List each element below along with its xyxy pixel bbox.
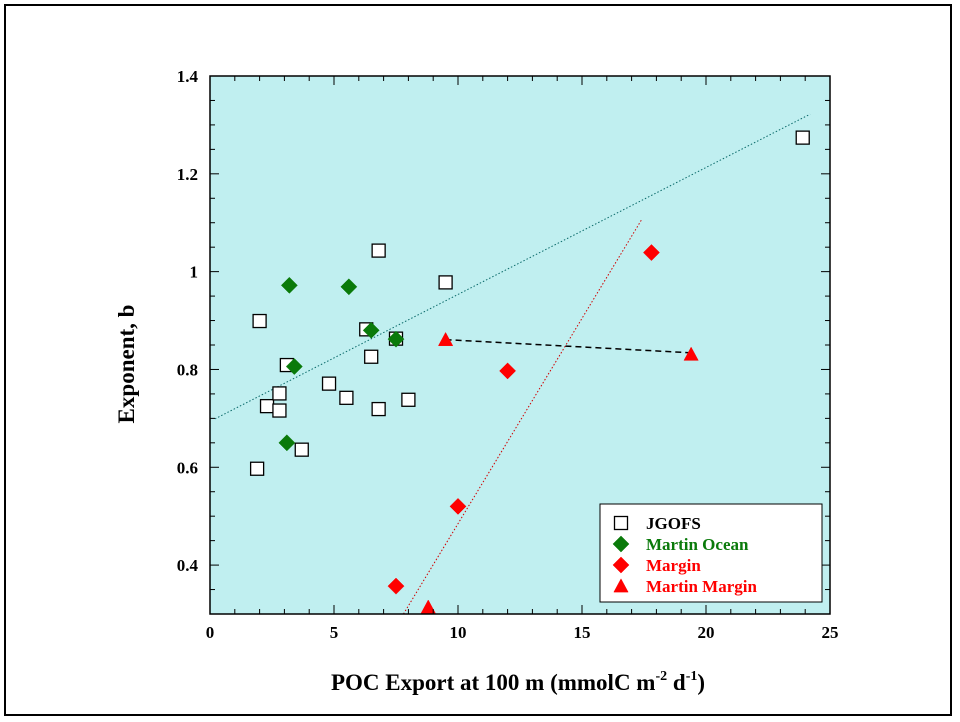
martin-ocean-point — [387, 330, 405, 348]
jgofs-point — [401, 392, 416, 407]
jgofs-point — [321, 376, 337, 391]
martin-margin-point — [683, 346, 699, 361]
jgofs-point — [364, 349, 379, 364]
jgofs-point — [371, 243, 386, 258]
x-tick-label: 0 — [206, 623, 215, 642]
martin-ocean-point — [362, 321, 380, 339]
legend-label-martin-ocean: Martin Ocean — [646, 535, 749, 554]
jgofs-point — [294, 442, 309, 457]
legend-marker-margin — [612, 556, 630, 574]
jgofs-point — [249, 461, 265, 476]
reference-lines — [214, 113, 811, 615]
legend-marker-jgofs — [613, 515, 629, 531]
legend-marker-martin-margin — [613, 578, 629, 593]
x-tick-label: 5 — [330, 623, 339, 642]
jgofs-point — [272, 386, 287, 401]
martin-ocean-point — [278, 434, 296, 452]
jgofs-point — [272, 403, 287, 418]
martin-margin-point — [438, 331, 454, 346]
jgofs-point — [339, 390, 354, 405]
x-tick-label: 25 — [822, 623, 839, 642]
legend-label-martin-margin: Martin Margin — [646, 577, 757, 596]
legend-box — [599, 503, 823, 603]
figure-frame: 0 5 10 15 20 25 0.4 0.6 0.8 1 1.2 1.4 Exponent, b P… — [4, 4, 952, 716]
margin-point — [387, 577, 405, 595]
y-tick-label: 1 — [190, 263, 199, 282]
martin-ocean-point — [285, 358, 303, 375]
margin-point — [449, 497, 467, 515]
x-tick-label: 15 — [574, 623, 591, 642]
jgofs-point — [371, 401, 386, 417]
jgofs-point — [259, 398, 275, 414]
y-tick-label: 1.4 — [177, 67, 199, 86]
martin-margin-point — [420, 599, 436, 614]
legend: JGOFS Martin Ocean Margin Martin Margin — [599, 503, 823, 603]
martin-ocean-point — [280, 276, 298, 294]
martin-ocean-point — [340, 278, 358, 296]
x-axis-title-mid: d — [667, 670, 686, 695]
data-markers — [249, 130, 810, 614]
x-axis-title-close: ) — [697, 670, 705, 695]
y-tick-label: 1.2 — [177, 165, 198, 184]
x-tick-label: 10 — [450, 623, 467, 642]
y-axis-title: Exponent, b — [114, 305, 139, 424]
jgofs-point — [438, 275, 453, 290]
x-axis-title: POC Export at 100 m (mmolC m-2 d-1) — [331, 669, 705, 695]
jgofs-point — [252, 313, 267, 329]
margin-point — [499, 362, 517, 380]
dotted-trend-line — [214, 113, 811, 420]
x-axis-title-sup1: -2 — [655, 669, 667, 684]
legend-label-jgofs: JGOFS — [646, 514, 701, 533]
jgofs-point — [795, 130, 810, 145]
scatter-chart: 0 5 10 15 20 25 0.4 0.6 0.8 1 1.2 1.4 Exponent, b P… — [114, 67, 839, 695]
x-axis-title-main: POC Export at 100 m (mmolC m — [331, 670, 656, 695]
plot-border — [209, 75, 831, 615]
x-tick-label: 20 — [698, 623, 715, 642]
legend-marker-martin-ocean — [612, 535, 630, 553]
y-tick-label: 0.4 — [177, 556, 199, 575]
dashed-trend-line — [445, 338, 692, 354]
y-tick-label: 0.6 — [177, 458, 198, 477]
legend-label-margin: Margin — [646, 556, 701, 575]
x-axis-title-sup2: -1 — [686, 669, 698, 684]
y-tick-label: 0.8 — [177, 360, 198, 379]
margin-point — [643, 244, 660, 261]
